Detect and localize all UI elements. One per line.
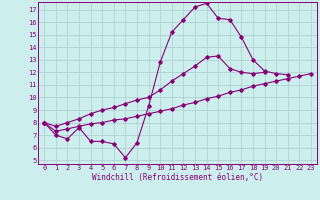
X-axis label: Windchill (Refroidissement éolien,°C): Windchill (Refroidissement éolien,°C) [92,173,263,182]
